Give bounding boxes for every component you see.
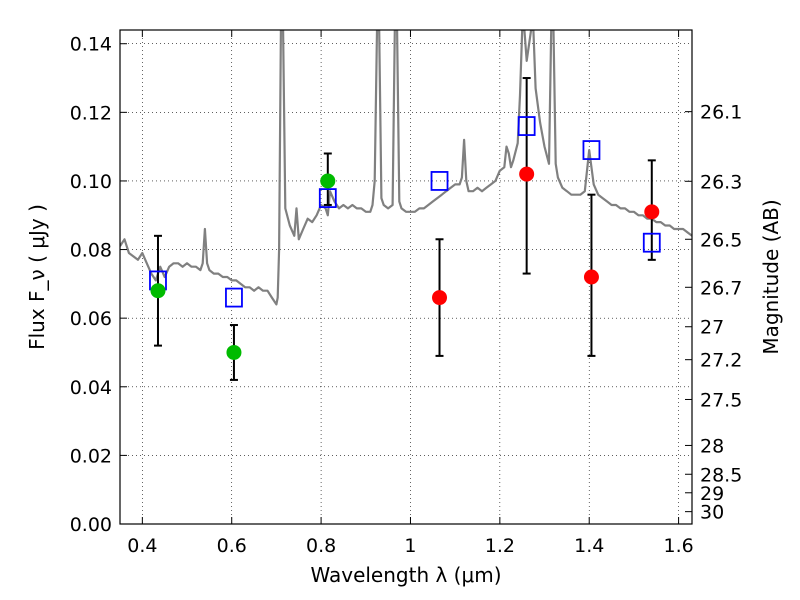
data-markers [149, 116, 661, 360]
y-tick-label: 0.14 [70, 34, 112, 56]
y2-axis-title: Magnitude (AB) [759, 199, 783, 354]
x-tick-label: 1.6 [663, 535, 693, 557]
x-tick-label: 0.6 [217, 535, 247, 557]
y-tick-label: 0.04 [70, 377, 112, 399]
y2-tick-label: 26.3 [700, 171, 742, 193]
y2-tick-label: 26.7 [700, 277, 742, 299]
red-point [583, 269, 599, 285]
plot-frame [119, 29, 693, 525]
green-point [226, 344, 242, 360]
x-axis-title: Wavelength λ (μm) [310, 563, 501, 587]
x-tick-label: 0.4 [127, 535, 157, 557]
y-tick-label: 0.06 [70, 308, 112, 330]
green-point [150, 283, 166, 299]
y2-tick-label: 27 [700, 317, 724, 339]
red-point [644, 204, 660, 220]
model-band-square [225, 287, 243, 308]
y-axis-title: Flux F_ν ( μJy ) [25, 204, 49, 350]
model-band-square [430, 171, 449, 191]
green-point [320, 173, 336, 189]
x-tick-label: 0.8 [306, 535, 336, 557]
x-tick-label: 1.2 [485, 535, 515, 557]
y2-tick-label: 26.5 [700, 229, 742, 251]
model-band-square [642, 232, 661, 253]
y2-tick-label: 27.5 [700, 389, 742, 411]
y2-tick-label: 27.2 [700, 350, 742, 372]
x-axis-ticks: 0.4 0.6 0.8 1 1.2 1.4 1.6 [127, 30, 694, 557]
y-tick-label: 0.02 [70, 445, 112, 467]
y-tick-label: 0.00 [70, 514, 112, 536]
red-point [432, 290, 448, 306]
model-band-square [318, 188, 337, 208]
y2-tick-label: 28.5 [700, 464, 742, 486]
model-band-square [517, 116, 536, 136]
y-tick-label: 0.12 [70, 102, 112, 124]
y2-tick-label: 29 [700, 483, 724, 505]
x-tick-label: 1 [404, 535, 416, 557]
y2-tick-label: 28 [700, 435, 724, 457]
plot-background [120, 30, 692, 524]
model-band-square [582, 140, 601, 160]
y-tick-label: 0.10 [70, 171, 112, 193]
red-point [519, 166, 535, 182]
y2-tick-label: 26.1 [700, 102, 742, 124]
y2-tick-label: 30 [700, 502, 724, 524]
model-spectrum-line [120, 30, 692, 306]
y-tick-label: 0.08 [70, 240, 112, 262]
x-tick-label: 1.4 [574, 535, 604, 557]
y-axis-ticks: 0.00 0.02 0.04 0.06 0.08 0.10 0.12 0.14 [70, 34, 127, 536]
